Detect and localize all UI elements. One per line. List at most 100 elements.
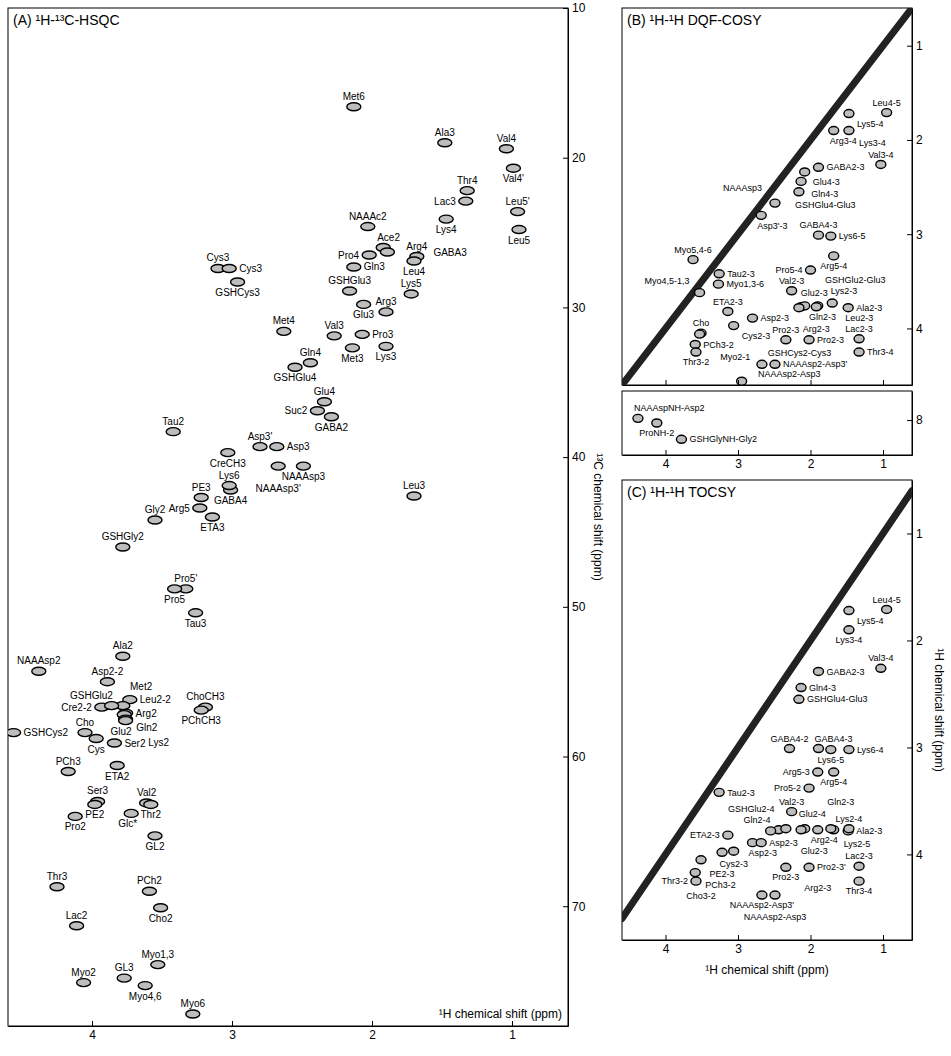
peak-label: GABA3 bbox=[433, 247, 467, 258]
peak-label: Ala2-3 bbox=[856, 303, 882, 313]
tick-label: 20 bbox=[572, 151, 586, 165]
peak-label: GSHGlu2-4 bbox=[728, 804, 775, 814]
peak bbox=[714, 270, 724, 278]
peak-label: Thr3-4 bbox=[846, 886, 873, 896]
peak-label: Val4' bbox=[503, 173, 524, 184]
peak-label: Asp2-3 bbox=[749, 848, 778, 858]
peak-label: Pro2 bbox=[65, 821, 87, 832]
peak-label: NAAAspNH-Asp2 bbox=[634, 403, 705, 413]
tick-mark bbox=[907, 420, 912, 421]
tick: 60 bbox=[563, 750, 586, 764]
peak bbox=[116, 652, 130, 660]
peak bbox=[695, 330, 705, 338]
tick: 1 bbox=[880, 935, 887, 956]
peak-label: GSHGlu3 bbox=[328, 275, 371, 286]
peak bbox=[713, 280, 723, 288]
tick-mark bbox=[738, 380, 739, 385]
peak-label: Glu3 bbox=[353, 309, 375, 320]
peak bbox=[806, 266, 816, 274]
tick-mark bbox=[666, 380, 667, 385]
peak bbox=[154, 904, 168, 912]
tick-mark bbox=[883, 380, 884, 385]
peak-label: GABA2-3 bbox=[826, 667, 864, 677]
peak bbox=[757, 891, 767, 899]
peak bbox=[142, 887, 156, 895]
peak bbox=[813, 231, 823, 239]
peak-label: Gln2-4 bbox=[744, 815, 771, 825]
peak bbox=[8, 729, 21, 737]
tick-label: 70 bbox=[572, 900, 586, 914]
tick-mark bbox=[666, 450, 667, 455]
marks bbox=[8, 103, 526, 1018]
diagonal bbox=[622, 8, 912, 385]
plot-frame bbox=[622, 480, 912, 940]
peak-label: Pro2-3 bbox=[817, 335, 844, 345]
peak bbox=[355, 330, 369, 338]
peak-label: Leu4 bbox=[403, 266, 426, 277]
peak bbox=[794, 304, 804, 312]
tick-mark bbox=[811, 935, 812, 940]
peak-label: Pro5-2 bbox=[774, 783, 801, 793]
peak bbox=[77, 979, 91, 987]
peak bbox=[729, 847, 739, 855]
tick-mark bbox=[563, 158, 568, 159]
peak bbox=[813, 163, 823, 171]
peak bbox=[827, 299, 837, 307]
tick-mark bbox=[372, 1021, 373, 1026]
peak-label: Gly2 bbox=[145, 504, 166, 515]
peak-label: PE3 bbox=[192, 482, 211, 493]
peak-label: Arg2-4 bbox=[811, 835, 838, 845]
peak bbox=[166, 428, 180, 436]
axis-line bbox=[912, 481, 913, 941]
peak-label: Pro5-4 bbox=[775, 265, 802, 275]
peak-label: Thr4 bbox=[457, 175, 478, 186]
peak-label: Asp3 bbox=[287, 441, 310, 452]
peak-label: Myo2-1 bbox=[720, 352, 750, 362]
peak-label: Leu3 bbox=[403, 480, 426, 491]
axis-line bbox=[912, 9, 913, 386]
peak bbox=[690, 340, 700, 348]
peak-label: Asp2-2 bbox=[92, 666, 124, 677]
peak-label: Myo2 bbox=[71, 967, 96, 978]
tick-mark bbox=[907, 533, 912, 534]
peak-label: GABA4-3 bbox=[799, 220, 837, 230]
peak bbox=[70, 922, 84, 930]
marks bbox=[622, 491, 912, 919]
peak-label: Lys4 bbox=[436, 224, 457, 235]
peak-label: Gln2-3 bbox=[809, 312, 836, 322]
peak bbox=[695, 289, 705, 297]
peak bbox=[303, 359, 317, 367]
peak bbox=[88, 800, 102, 808]
peak-label: Lys2-5 bbox=[844, 839, 871, 849]
peak-label: GABA4-3 bbox=[814, 734, 852, 744]
peak-label: Suc2 bbox=[285, 405, 308, 416]
tick-mark bbox=[232, 1021, 233, 1026]
peak bbox=[459, 197, 473, 205]
peak-label: CreCH3 bbox=[210, 458, 247, 469]
peak bbox=[100, 678, 114, 686]
peak-label: Lac2 bbox=[66, 910, 88, 921]
peak-label: Lac2-3 bbox=[845, 851, 873, 861]
peak-label: Ser2 bbox=[124, 738, 146, 749]
peak-label: Cys3 bbox=[207, 252, 230, 263]
peak bbox=[691, 348, 701, 356]
axis-line bbox=[912, 392, 913, 456]
tick-label: 4 bbox=[916, 848, 923, 862]
peak-label: Glu2 bbox=[110, 726, 132, 737]
tick-label: 2 bbox=[916, 634, 923, 648]
peak-label: Arg4 bbox=[406, 241, 428, 252]
peak-label: GABA4-2 bbox=[770, 734, 808, 744]
axis: 4321 bbox=[9, 1021, 569, 1042]
peak bbox=[512, 226, 526, 234]
peak bbox=[633, 414, 643, 422]
peak-label: Glu2-3 bbox=[801, 846, 828, 856]
peak-label: Asp2-3 bbox=[761, 313, 790, 323]
peak bbox=[811, 303, 821, 311]
peak-label: Arg3 bbox=[375, 296, 397, 307]
peak bbox=[345, 344, 359, 352]
tick-mark bbox=[907, 854, 912, 855]
peak-label: Lys6-5 bbox=[839, 231, 866, 241]
peak bbox=[151, 961, 165, 969]
peak-label: Thr2 bbox=[141, 809, 162, 820]
peak bbox=[829, 127, 839, 135]
